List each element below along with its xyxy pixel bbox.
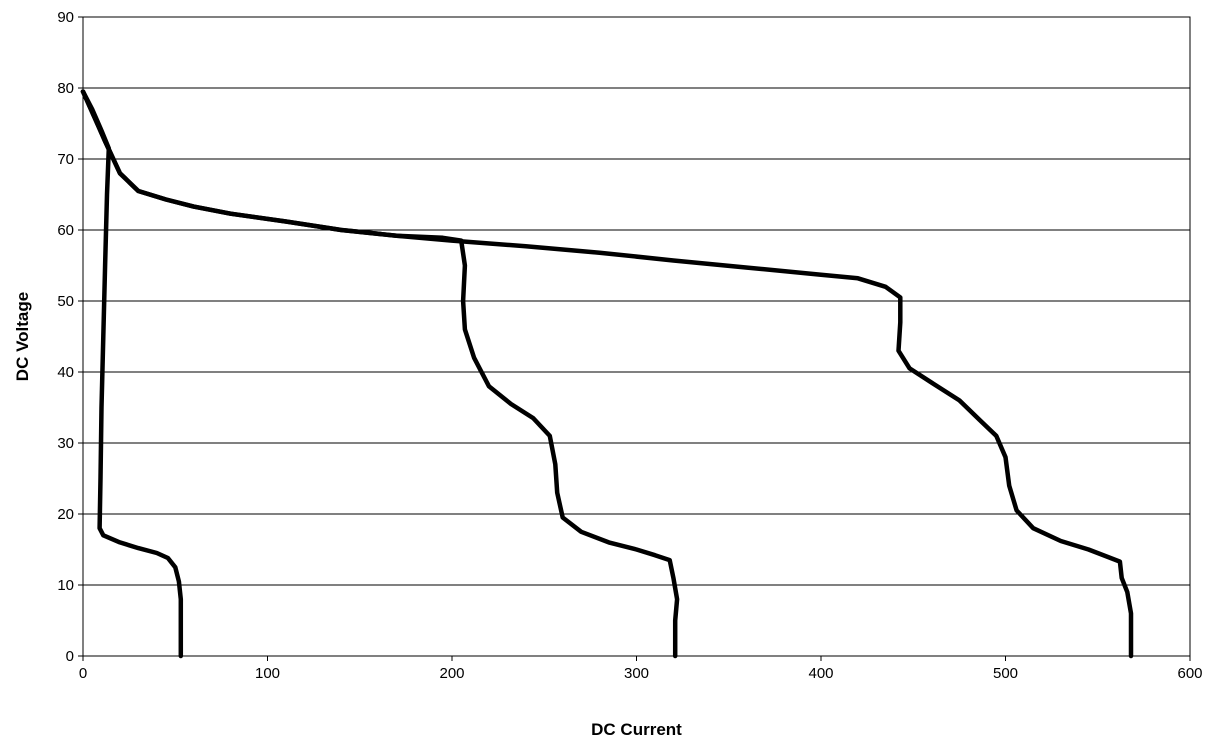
series-line-1 [80, 89, 184, 659]
x-tick-label-300: 300 [624, 665, 649, 682]
x-axis-tick-labels: 0 100 200 300 400 500 600 [79, 665, 1203, 682]
plot-area [82, 16, 1191, 657]
y-tick-label-10: 10 [57, 577, 74, 594]
x-tick-label-200: 200 [439, 665, 464, 682]
series-line-2 [80, 89, 680, 659]
y-tick-label-70: 70 [57, 151, 74, 168]
series-line-3 [80, 89, 1134, 659]
y-tick-label-60: 60 [57, 222, 74, 239]
x-tick-label-0: 0 [79, 665, 87, 682]
series-group [80, 89, 1134, 659]
x-tick-label-500: 500 [993, 665, 1018, 682]
y-axis-title: DC Voltage [13, 292, 32, 381]
y-tick-label-0: 0 [66, 648, 74, 665]
x-axis-title: DC Current [591, 720, 682, 739]
y-tick-label-50: 50 [57, 293, 74, 310]
x-tick-label-100: 100 [255, 665, 280, 682]
y-tick-label-20: 20 [57, 506, 74, 523]
axis-ticks [78, 16, 1191, 661]
y-axis-tick-labels: 0 10 20 30 40 50 60 70 80 90 [57, 9, 74, 665]
y-tick-label-30: 30 [57, 435, 74, 452]
y-tick-label-40: 40 [57, 364, 74, 381]
y-tick-label-80: 80 [57, 80, 74, 97]
x-tick-label-600: 600 [1177, 665, 1202, 682]
x-tick-label-400: 400 [808, 665, 833, 682]
y-tick-label-90: 90 [57, 9, 74, 26]
gridlines [83, 87, 1190, 586]
